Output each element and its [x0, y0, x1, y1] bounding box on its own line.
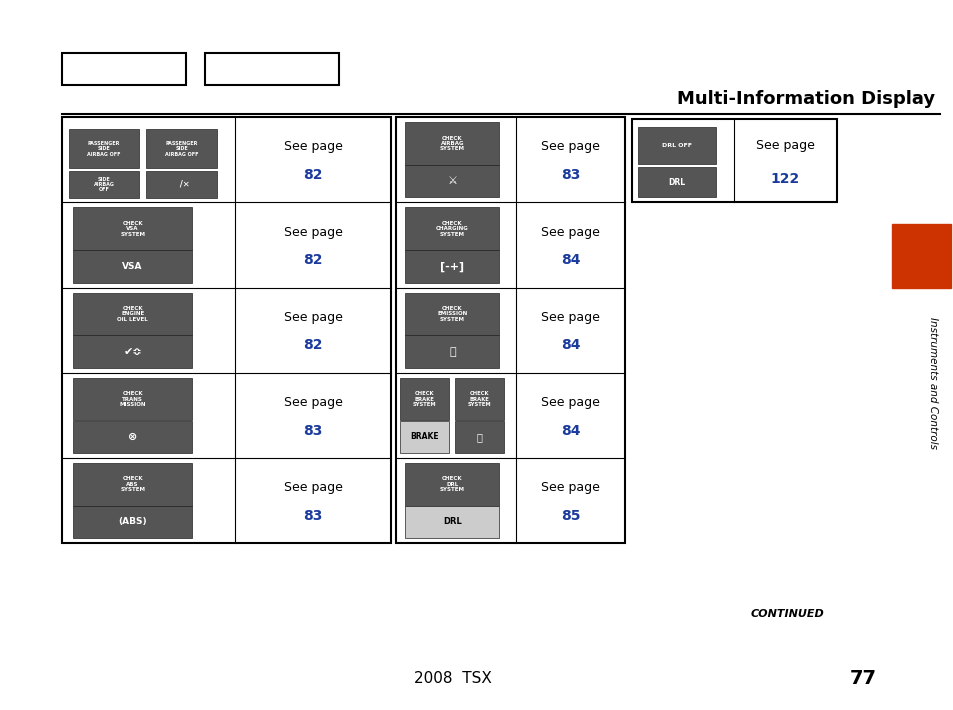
Text: See page: See page: [283, 481, 342, 494]
Bar: [405, 165, 498, 197]
Bar: [405, 207, 498, 250]
Text: 83: 83: [303, 424, 322, 437]
Bar: [405, 293, 498, 335]
Text: See page: See page: [540, 141, 599, 153]
Text: See page: See page: [283, 141, 342, 153]
Text: CONTINUED: CONTINUED: [749, 609, 823, 619]
Text: See page: See page: [283, 396, 342, 409]
Text: 85: 85: [560, 509, 579, 523]
Bar: [69, 171, 139, 198]
Text: CHECK
BRAKE
SYSTEM: CHECK BRAKE SYSTEM: [412, 391, 436, 407]
Text: CHECK
VSA
SYSTEM: CHECK VSA SYSTEM: [120, 221, 145, 236]
Text: PASSENGER
SIDE
AIRBAG OFF: PASSENGER SIDE AIRBAG OFF: [88, 141, 121, 157]
Text: ✔≎: ✔≎: [123, 346, 142, 356]
Text: (ABS): (ABS): [118, 518, 147, 527]
Text: CHECK
CHARGING
SYSTEM: CHECK CHARGING SYSTEM: [436, 221, 468, 236]
Text: See page: See page: [540, 481, 599, 494]
Text: CHECK
ENGINE
OIL LEVEL: CHECK ENGINE OIL LEVEL: [117, 306, 148, 322]
Text: Instruments and Controls: Instruments and Controls: [927, 317, 937, 449]
Text: CHECK
BRAKE
SYSTEM: CHECK BRAKE SYSTEM: [467, 391, 491, 407]
Bar: [638, 127, 716, 164]
Bar: [405, 506, 498, 538]
Text: 84: 84: [560, 339, 579, 352]
Bar: [69, 129, 139, 168]
Text: 82: 82: [303, 168, 322, 182]
Bar: [146, 171, 216, 198]
Text: BRAKE: BRAKE: [410, 432, 438, 442]
Bar: [631, 119, 836, 202]
Text: See page: See page: [540, 311, 599, 324]
Text: 84: 84: [560, 253, 579, 267]
Text: 82: 82: [303, 339, 322, 352]
Bar: [73, 506, 192, 538]
Text: ⚔: ⚔: [447, 176, 456, 186]
Text: See page: See page: [283, 226, 342, 239]
Text: 82: 82: [303, 253, 322, 267]
Bar: [73, 250, 192, 283]
Text: CHECK
EMISSION
SYSTEM: CHECK EMISSION SYSTEM: [436, 306, 467, 322]
Text: See page: See page: [755, 139, 814, 152]
Bar: [399, 378, 449, 420]
Text: 77: 77: [849, 669, 876, 687]
Text: DRL: DRL: [668, 178, 685, 187]
Bar: [455, 378, 503, 420]
Text: CHECK
DRL
SYSTEM: CHECK DRL SYSTEM: [439, 476, 464, 492]
Bar: [73, 420, 192, 453]
Bar: [73, 335, 192, 368]
Text: [-+]: [-+]: [440, 261, 464, 271]
Bar: [395, 117, 624, 543]
Bar: [73, 378, 192, 420]
Text: 83: 83: [303, 509, 322, 523]
Text: CHECK
ABS
SYSTEM: CHECK ABS SYSTEM: [120, 476, 145, 492]
Text: See page: See page: [540, 226, 599, 239]
Bar: [73, 207, 192, 250]
Bar: [455, 420, 503, 453]
Text: 122: 122: [770, 172, 800, 186]
Text: 2008  TSX: 2008 TSX: [414, 670, 492, 686]
Bar: [205, 53, 338, 85]
Bar: [638, 168, 716, 197]
Bar: [891, 224, 950, 288]
Bar: [146, 129, 216, 168]
Text: /✕: /✕: [173, 180, 190, 189]
Text: See page: See page: [283, 311, 342, 324]
Bar: [73, 463, 192, 506]
Text: ⊗: ⊗: [128, 432, 137, 442]
Text: DRL OFF: DRL OFF: [661, 143, 692, 148]
Bar: [405, 122, 498, 165]
Text: PASSENGER
SIDE
AIRBAG OFF: PASSENGER SIDE AIRBAG OFF: [165, 141, 198, 157]
Text: 83: 83: [560, 168, 579, 182]
Text: DRL: DRL: [442, 518, 461, 527]
Bar: [73, 293, 192, 335]
Bar: [405, 335, 498, 368]
Text: ⓘ: ⓘ: [476, 432, 481, 442]
Text: CHECK
TRANS
MISSION: CHECK TRANS MISSION: [119, 391, 146, 407]
Text: SIDE
AIRBAG
OFF: SIDE AIRBAG OFF: [93, 177, 114, 192]
Text: 84: 84: [560, 424, 579, 437]
Bar: [405, 250, 498, 283]
Bar: [405, 463, 498, 506]
Text: CHECK
AIRBAG
SYSTEM: CHECK AIRBAG SYSTEM: [439, 136, 464, 151]
Bar: [399, 420, 449, 453]
Text: ⛔: ⛔: [449, 346, 456, 356]
Text: Multi-Information Display: Multi-Information Display: [676, 90, 934, 108]
Bar: [62, 53, 186, 85]
Text: See page: See page: [540, 396, 599, 409]
Text: VSA: VSA: [122, 262, 143, 271]
Bar: [62, 117, 391, 543]
